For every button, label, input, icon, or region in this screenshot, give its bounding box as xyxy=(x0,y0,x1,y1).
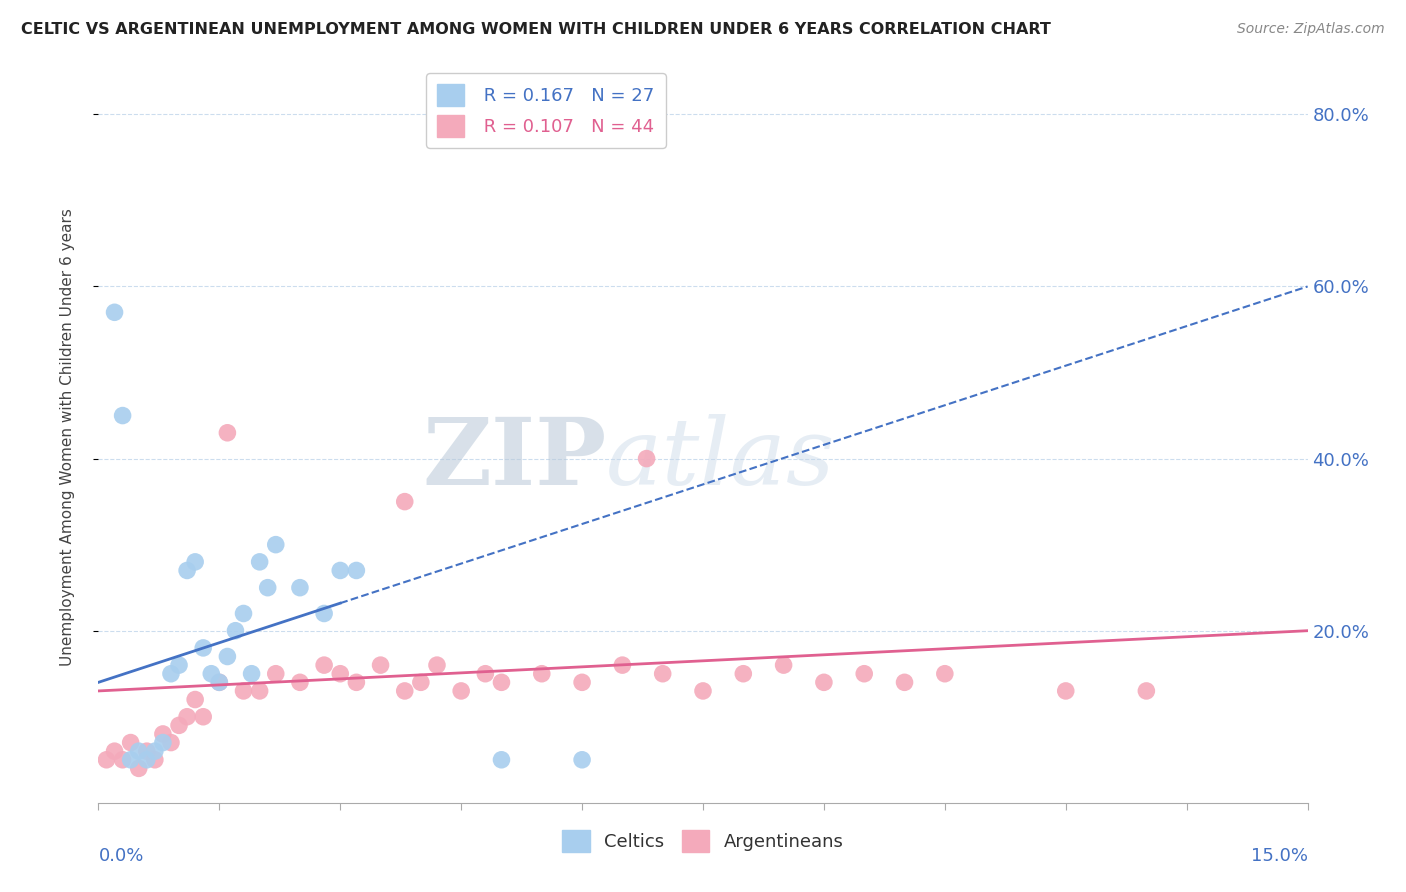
Point xyxy=(314,658,336,673)
Point xyxy=(200,666,222,681)
Point xyxy=(249,555,271,569)
Point xyxy=(772,658,794,673)
Point xyxy=(193,640,215,655)
Point xyxy=(128,744,150,758)
Point xyxy=(217,649,239,664)
Point xyxy=(111,409,134,423)
Point xyxy=(160,735,183,749)
Point xyxy=(370,658,392,673)
Point xyxy=(135,744,157,758)
Point xyxy=(184,692,207,706)
Point xyxy=(288,581,311,595)
Point xyxy=(450,684,472,698)
Point xyxy=(288,675,311,690)
Point xyxy=(491,753,513,767)
Point xyxy=(344,675,367,690)
Text: Source: ZipAtlas.com: Source: ZipAtlas.com xyxy=(1237,22,1385,37)
Point xyxy=(143,753,166,767)
Point xyxy=(636,451,658,466)
Text: 0.0%: 0.0% xyxy=(98,847,143,864)
Point xyxy=(853,666,876,681)
Point xyxy=(1135,684,1157,698)
Point xyxy=(692,684,714,698)
Legend: Celtics, Argentineans: Celtics, Argentineans xyxy=(555,823,851,860)
Text: atlas: atlas xyxy=(606,414,835,504)
Text: 15.0%: 15.0% xyxy=(1250,847,1308,864)
Point xyxy=(152,735,174,749)
Point xyxy=(571,753,593,767)
Point xyxy=(103,305,125,319)
Text: CELTIC VS ARGENTINEAN UNEMPLOYMENT AMONG WOMEN WITH CHILDREN UNDER 6 YEARS CORRE: CELTIC VS ARGENTINEAN UNEMPLOYMENT AMONG… xyxy=(21,22,1050,37)
Point xyxy=(329,564,352,578)
Point xyxy=(208,675,231,690)
Point xyxy=(571,675,593,690)
Point xyxy=(934,666,956,681)
Point xyxy=(120,753,142,767)
Point xyxy=(232,607,254,621)
Point xyxy=(143,744,166,758)
Point xyxy=(314,607,336,621)
Point xyxy=(103,744,125,758)
Point xyxy=(176,564,198,578)
Text: ZIP: ZIP xyxy=(422,414,606,504)
Point xyxy=(224,624,246,638)
Point xyxy=(240,666,263,681)
Point xyxy=(152,727,174,741)
Point xyxy=(651,666,673,681)
Point xyxy=(491,675,513,690)
Point xyxy=(184,555,207,569)
Point xyxy=(329,666,352,681)
Point xyxy=(733,666,755,681)
Point xyxy=(394,494,416,508)
Point xyxy=(167,718,190,732)
Point xyxy=(249,684,271,698)
Point xyxy=(264,538,287,552)
Point xyxy=(1054,684,1077,698)
Y-axis label: Unemployment Among Women with Children Under 6 years: Unemployment Among Women with Children U… xyxy=(60,208,75,666)
Point xyxy=(96,753,118,767)
Point xyxy=(167,658,190,673)
Point xyxy=(264,666,287,681)
Point xyxy=(111,753,134,767)
Point xyxy=(394,684,416,698)
Point xyxy=(135,753,157,767)
Point xyxy=(344,564,367,578)
Point xyxy=(813,675,835,690)
Point xyxy=(120,735,142,749)
Point xyxy=(893,675,915,690)
Point xyxy=(176,710,198,724)
Point xyxy=(193,710,215,724)
Point xyxy=(256,581,278,595)
Point xyxy=(530,666,553,681)
Point xyxy=(208,675,231,690)
Point xyxy=(128,761,150,775)
Point xyxy=(612,658,634,673)
Point xyxy=(160,666,183,681)
Point xyxy=(474,666,496,681)
Point xyxy=(426,658,449,673)
Point xyxy=(232,684,254,698)
Point xyxy=(217,425,239,440)
Point xyxy=(409,675,432,690)
